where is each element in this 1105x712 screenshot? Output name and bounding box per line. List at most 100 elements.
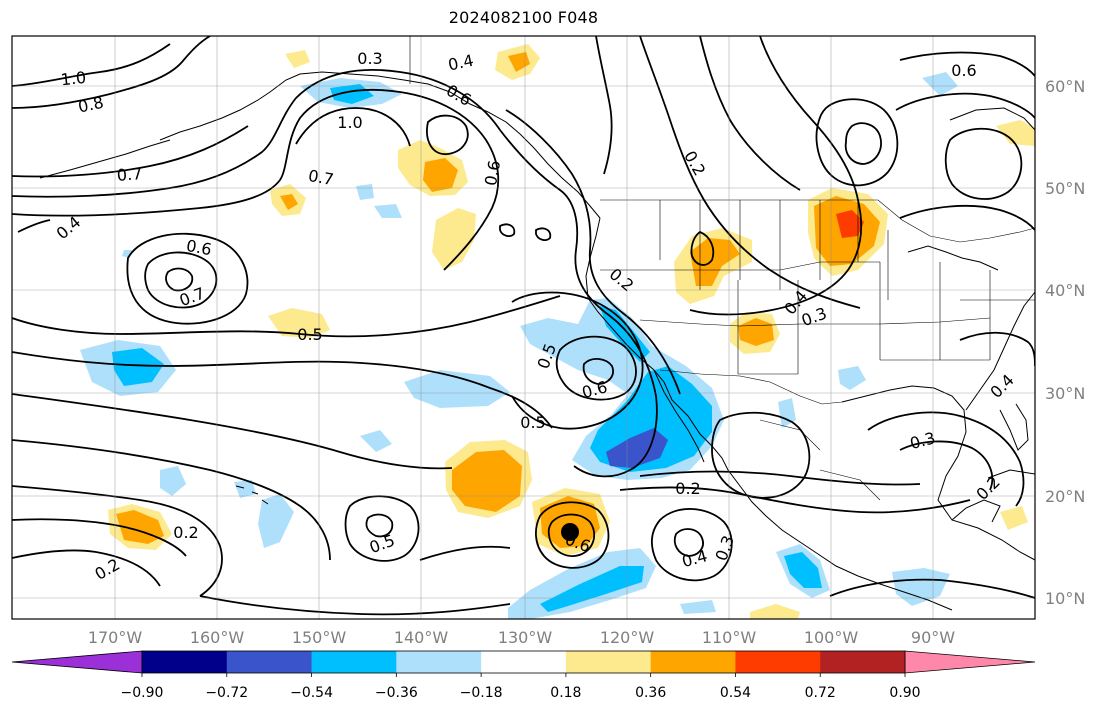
lon-tick-label: 170°W <box>88 628 143 647</box>
neg-core-south <box>540 566 644 612</box>
neg-region-caribbean-w <box>892 568 950 606</box>
neg-region-mx-gulf <box>838 366 866 390</box>
neg-region-gulf-ak-3 <box>374 204 402 218</box>
colorbar-tick-label: 0.54 <box>720 685 751 701</box>
colorbar-extend-max <box>904 650 1036 674</box>
colorbar-tick-label: 0.72 <box>805 685 836 701</box>
contour-label: 0.5 <box>520 413 545 432</box>
lat-tick-label: 60°N <box>1045 77 1085 96</box>
colorbar-tick-labels: −0.90 −0.72 −0.54 −0.36 −0.18 0.18 0.36 0.54 0.7… <box>121 673 921 701</box>
contour-14 <box>12 393 453 470</box>
contour-22 <box>547 513 596 557</box>
contour-label: 0.6 <box>185 236 213 259</box>
contour-9 <box>144 251 218 309</box>
grid-lines <box>12 36 1035 619</box>
contour-47 <box>690 230 715 266</box>
contour-8 <box>426 114 469 155</box>
aleutians <box>39 139 171 179</box>
colorbar-tick-label: −0.54 <box>290 685 333 701</box>
contour-15 <box>12 439 331 561</box>
colorbar-tick-label: 0.18 <box>550 685 581 701</box>
contour-label: 0.5 <box>297 325 322 344</box>
contour-36 <box>944 127 1023 200</box>
lat-tick-label: 10°N <box>1045 589 1085 608</box>
contour-label: 0.8 <box>76 93 105 117</box>
neg-region-mx-2 <box>778 398 796 428</box>
contour-38 <box>895 92 1035 119</box>
contour-27 <box>511 291 644 430</box>
pos-core-hurricane <box>540 496 600 548</box>
colorbar <box>11 650 1036 674</box>
contour-37 <box>899 51 1035 77</box>
pos-region-mx-south <box>750 604 800 619</box>
colorbar-segment <box>565 651 652 673</box>
contour-lines <box>12 36 1035 616</box>
contour-label: 0.7 <box>307 166 335 189</box>
yucatan <box>951 499 1001 523</box>
contour-label: 1.0 <box>60 68 87 90</box>
atlantic-coast <box>965 291 1035 411</box>
lon-tick-label: 90°W <box>911 628 955 647</box>
pos-core-hawaii-ne <box>452 450 522 512</box>
neg-core-bering-strait <box>330 84 374 104</box>
contour-26 <box>582 358 614 385</box>
contour-3 <box>12 125 249 178</box>
baja-peninsula <box>653 369 705 463</box>
contour-48 <box>535 227 552 241</box>
colorbar-segment <box>481 651 567 673</box>
colorbar-segment <box>311 651 397 673</box>
contour-11 <box>126 232 249 325</box>
colorbar-segment <box>820 651 906 673</box>
contour-42 <box>639 470 921 486</box>
contour-label: 0.3 <box>357 49 382 68</box>
colorbar-segment <box>142 651 228 673</box>
contour-50 <box>419 545 511 561</box>
pos-core-north <box>508 52 530 72</box>
contour-6 <box>17 219 51 233</box>
map-panel: 0.3 0.41.00.8 0.60.71.00.70.40.60.70.50.50… <box>12 36 1035 619</box>
pos-core-gulf-alaska <box>423 158 458 192</box>
us-mexico-border <box>659 369 843 405</box>
contour-label: 0.2 <box>675 479 700 498</box>
neg-core-west <box>112 348 164 386</box>
contour-17 <box>12 518 187 557</box>
latitude-labels: 60°N 50°N 40°N 30°N 20°N 10°N <box>1045 77 1085 608</box>
contour-19 <box>344 495 420 562</box>
contour-7 <box>295 107 411 147</box>
us-canada-border <box>600 199 1035 243</box>
storm-center-marker <box>561 523 579 541</box>
colorbar-tick-label: −0.36 <box>375 685 418 701</box>
contour-51 <box>199 595 511 616</box>
state-lines-3 <box>737 262 991 375</box>
colorbar-tick-label: −0.90 <box>121 685 164 701</box>
contour-28 <box>499 129 658 478</box>
colorbar-frame <box>141 650 906 674</box>
neg-region-hawaii-3 <box>234 480 256 498</box>
lat-tick-label: 30°N <box>1045 384 1085 403</box>
contour-23 <box>651 508 733 582</box>
contour-30 <box>595 36 613 175</box>
pos-core-rockies <box>690 238 740 286</box>
longitude-labels: 170°W 160°W 150°W 140°W 130°W 120°W 110°W 100°W… <box>88 628 955 647</box>
pos-region-nw-coast <box>432 208 476 270</box>
lon-tick-label: 160°W <box>190 628 245 647</box>
pos-region-midpac <box>268 308 330 338</box>
contour-16 <box>12 485 223 597</box>
colorbar-tick-label: 0.90 <box>889 685 920 701</box>
contour-46 <box>829 578 1035 599</box>
anomaly-shading <box>80 44 1035 619</box>
contour-24 <box>673 528 704 557</box>
pos-region-caribbean <box>1000 506 1028 530</box>
lon-tick-label: 130°W <box>498 628 553 647</box>
hudson-bay <box>949 107 1035 131</box>
neg-region-canada <box>922 72 958 96</box>
lat-tick-label: 20°N <box>1045 487 1085 506</box>
colorbar-segment <box>650 651 736 673</box>
contour-29 <box>505 109 681 395</box>
pos-region-bering <box>285 50 310 68</box>
neg-region-mid <box>360 430 392 452</box>
lon-tick-label: 110°W <box>702 628 757 647</box>
colorbar-tick-label: −0.18 <box>460 685 503 701</box>
pos-strong-plains <box>836 210 864 238</box>
colorbar-tick-label: 0.36 <box>635 685 666 701</box>
